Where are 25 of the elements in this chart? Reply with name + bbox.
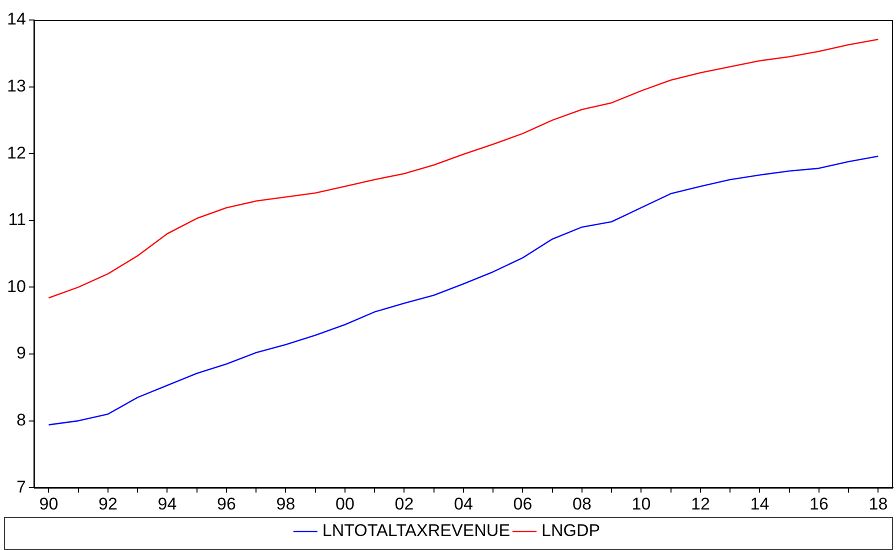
x-tick-label: 12 (690, 494, 710, 514)
y-tick-label: 9 (16, 344, 26, 363)
y-tick-label: 14 (6, 10, 26, 29)
x-tick-label: 00 (336, 494, 354, 514)
x-tick-label: 14 (750, 494, 770, 514)
y-tick-label: 13 (6, 76, 26, 96)
x-tick-label: 96 (217, 494, 236, 514)
x-tick-label: 18 (868, 494, 888, 514)
legend-label: LNTOTALTAXREVENUE (322, 521, 510, 540)
x-tick-label: 06 (513, 494, 532, 514)
y-tick-label: 7 (16, 477, 26, 496)
x-tick-label: 98 (276, 494, 296, 514)
y-tick-label: 11 (8, 210, 26, 230)
x-tick-label: 92 (98, 494, 118, 514)
x-tick-label: 08 (572, 494, 592, 514)
x-tick-label: 10 (632, 494, 651, 514)
y-tick-label: 10 (6, 276, 26, 296)
x-tick-label: 02 (394, 494, 414, 514)
x-tick-label: 90 (39, 494, 58, 514)
y-tick-label: 12 (6, 143, 26, 162)
x-tick-label: 16 (809, 494, 828, 514)
x-tick-label: 04 (454, 494, 473, 514)
y-tick-label: 8 (16, 410, 26, 430)
legend-label: LNGDP (542, 521, 600, 540)
x-tick-label: 94 (158, 494, 177, 514)
